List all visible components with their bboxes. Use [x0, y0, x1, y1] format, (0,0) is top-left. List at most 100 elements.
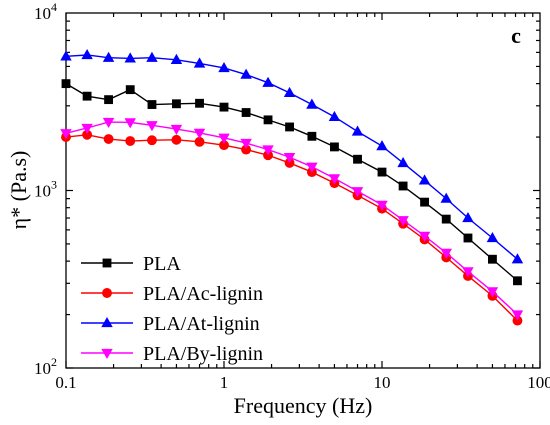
data-point [170, 53, 183, 64]
data-point [285, 122, 294, 132]
data-point [488, 254, 497, 264]
data-point [513, 276, 522, 286]
data-point [306, 98, 318, 109]
data-point [462, 267, 474, 278]
data-point [125, 136, 136, 146]
y-tick-exponent: 4 [51, 0, 57, 14]
data-point [60, 50, 72, 61]
data-point [351, 187, 364, 198]
legend-marker [102, 258, 112, 268]
data-point [124, 118, 136, 129]
data-point [486, 287, 499, 298]
y-axis-title: η* (Pa.s) [6, 151, 31, 230]
data-point [511, 310, 524, 321]
data-point [440, 192, 452, 203]
data-point [440, 248, 452, 259]
data-point [420, 197, 430, 207]
data-point [376, 140, 388, 151]
data-point [240, 68, 252, 79]
data-point [463, 233, 473, 243]
data-point [263, 115, 273, 125]
data-point [60, 129, 72, 140]
x-tick-label: 0.1 [55, 373, 76, 392]
data-point [170, 124, 183, 136]
data-point [125, 85, 135, 95]
data-point [147, 100, 157, 109]
data-point [283, 86, 296, 97]
data-point [262, 145, 274, 156]
data-point [241, 108, 251, 117]
legend-marker [101, 348, 113, 359]
legend-marker [101, 317, 113, 328]
x-tick-label: 10 [374, 373, 391, 392]
x-tick-label: 100 [527, 373, 550, 392]
data-point [283, 153, 296, 164]
data-point [193, 128, 206, 139]
data-point [328, 110, 341, 122]
data-point [61, 79, 71, 89]
series-1 [61, 79, 522, 286]
data-point [194, 136, 205, 147]
data-point [81, 123, 93, 134]
data-point [462, 212, 474, 223]
data-point [219, 102, 229, 112]
data-point [418, 231, 431, 242]
legend-item: PLA/At-lignin [81, 313, 260, 335]
data-point [102, 51, 115, 62]
data-point [82, 91, 92, 101]
legend-label: PLA/By-lignin [143, 343, 263, 365]
data-point [218, 62, 230, 73]
x-tick-label: 1 [220, 373, 229, 392]
data-point [146, 51, 158, 62]
y-tick-label: 104 [34, 0, 57, 23]
data-point [512, 315, 523, 326]
data-point [418, 174, 431, 185]
data-point [195, 98, 204, 108]
axis-ticks [65, 13, 541, 369]
data-point [397, 156, 409, 168]
data-point [82, 129, 93, 140]
data-point [218, 133, 230, 144]
data-point [262, 76, 274, 87]
legend-item: PLA/By-lignin [81, 343, 263, 365]
legend-marker [102, 288, 112, 298]
data-point [353, 154, 362, 164]
y-tick-base: 10 [34, 359, 51, 378]
plot-area [60, 12, 541, 369]
y-tick-exponent: 3 [51, 178, 57, 192]
plot-frame [65, 12, 541, 369]
y-tick-label: 102 [34, 355, 57, 378]
data-point [441, 214, 451, 224]
data-point [511, 253, 524, 264]
series-4 [60, 117, 524, 321]
data-point [307, 131, 317, 141]
data-point [351, 125, 364, 136]
data-point [241, 144, 252, 155]
legend-label: PLA/At-lignin [143, 313, 260, 335]
data-point [306, 162, 318, 173]
x-axis-title: Frequency (Hz) [234, 393, 373, 418]
legend-item: PLA/Ac-lignin [81, 283, 263, 305]
data-point [81, 49, 93, 60]
series-3 [60, 49, 524, 264]
data-point [397, 216, 409, 227]
data-point [328, 174, 341, 185]
data-point [104, 95, 114, 105]
legend: PLA PLA/Ac-lignin PLA/At-lignin PLA/By-lign… [81, 253, 263, 365]
data-point [398, 181, 408, 191]
y-tick-exponent: 2 [51, 355, 57, 369]
data-point [172, 99, 181, 109]
x-tick-labels: 0.1 1 10 100 [55, 373, 550, 392]
data-point [102, 117, 115, 129]
y-tick-label: 103 [34, 178, 57, 201]
series-layer [60, 49, 524, 326]
data-point [240, 138, 252, 150]
legend-label: PLA [143, 253, 181, 275]
data-point [330, 142, 339, 152]
data-point [103, 134, 114, 144]
y-tick-base: 10 [34, 4, 51, 23]
data-point [376, 200, 388, 211]
panel-label: c [511, 23, 521, 48]
